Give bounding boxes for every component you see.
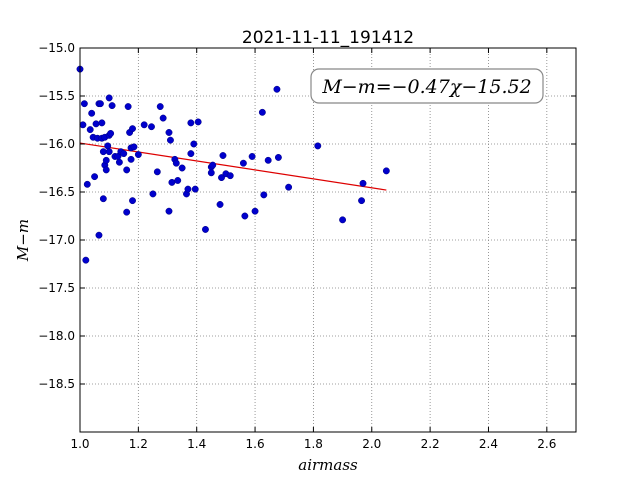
data-point	[285, 183, 293, 191]
data-point	[129, 125, 136, 133]
data-point	[105, 148, 113, 156]
data-point	[102, 156, 110, 164]
data-point	[129, 197, 136, 205]
y-tick-label: −18.0	[38, 329, 75, 343]
data-point	[178, 164, 186, 172]
data-point	[107, 129, 115, 137]
data-point	[184, 185, 192, 193]
data-point	[219, 152, 227, 159]
x-tick-label: 2.0	[362, 437, 381, 451]
data-point	[105, 94, 113, 102]
data-point	[83, 180, 91, 188]
data-point	[172, 159, 180, 167]
data-point	[86, 126, 94, 134]
data-point	[88, 109, 96, 117]
plot-area	[80, 48, 576, 432]
data-point	[99, 195, 107, 203]
x-tick-label: 1.2	[129, 437, 148, 451]
data-point	[339, 216, 347, 224]
y-tick-label: −15.5	[38, 89, 75, 103]
y-axis-label: M−m	[14, 219, 32, 262]
data-point	[134, 151, 142, 159]
equation-box	[310, 68, 544, 104]
x-tick-label: 1.0	[70, 437, 89, 451]
axis-ticks: 1.0 1.2 1.4 1.6 1.8 2.0 2.2 2.4 2.6 −15.0 −15.5 −16…	[38, 41, 576, 451]
data-point	[358, 197, 366, 205]
data-point	[187, 119, 195, 127]
data-point	[168, 178, 176, 186]
x-tick-label: 1.8	[304, 437, 323, 451]
data-point	[241, 212, 249, 220]
data-point	[260, 191, 268, 199]
data-point	[123, 208, 131, 216]
data-point	[79, 121, 87, 129]
data-point	[226, 172, 234, 180]
data-point	[80, 100, 88, 108]
data-point	[274, 153, 282, 161]
chart-title: 2021-11-11_191412	[242, 28, 414, 48]
x-tick-label: 1.4	[187, 437, 206, 451]
x-tick-label: 1.6	[246, 437, 265, 451]
fit-equation: M−m=−0.47χ−15.52	[321, 76, 531, 98]
data-point	[149, 190, 157, 198]
y-tick-label: −18.5	[38, 377, 75, 391]
y-tick-label: −17.0	[38, 233, 75, 247]
data-point	[209, 161, 217, 169]
data-point	[99, 148, 107, 156]
data-point	[156, 103, 164, 111]
y-tick-label: −17.5	[38, 281, 75, 295]
data-point	[153, 168, 161, 176]
data-point	[115, 158, 123, 166]
data-point	[96, 100, 104, 108]
data-point	[251, 207, 259, 215]
data-point	[165, 207, 173, 215]
data-point	[190, 140, 198, 148]
data-points	[76, 65, 390, 264]
data-point	[120, 150, 128, 158]
data-point	[216, 201, 224, 208]
data-point	[123, 166, 131, 174]
x-tick-label: 2.2	[421, 437, 440, 451]
data-point	[191, 185, 199, 193]
data-point	[202, 225, 209, 233]
y-tick-label: −16.5	[38, 185, 75, 199]
x-axis-label: airmass	[298, 456, 358, 474]
data-point	[174, 177, 182, 184]
data-point	[258, 108, 266, 116]
data-point	[91, 173, 99, 181]
data-point	[127, 155, 135, 163]
data-point	[359, 179, 367, 187]
data-point	[95, 231, 103, 239]
y-tick-label: −16.0	[38, 137, 75, 151]
data-point	[140, 121, 148, 129]
data-point	[104, 142, 112, 150]
data-point	[130, 143, 138, 151]
data-point	[98, 119, 106, 127]
data-point	[382, 167, 390, 175]
data-point	[218, 174, 225, 182]
data-point	[187, 150, 195, 158]
data-point	[124, 103, 132, 111]
grid	[79, 47, 576, 432]
y-tick-label: −15.0	[38, 41, 75, 55]
data-point	[165, 129, 173, 136]
data-point	[82, 256, 90, 264]
data-point	[264, 156, 272, 164]
data-point	[148, 123, 155, 131]
x-tick-label: 2.4	[479, 437, 498, 451]
data-point	[207, 169, 215, 177]
data-point	[273, 85, 281, 93]
data-point	[194, 118, 202, 126]
data-point	[108, 102, 116, 110]
data-point	[92, 120, 100, 128]
x-tick-label: 2.6	[537, 437, 556, 451]
data-point	[239, 159, 247, 167]
data-point	[248, 153, 256, 160]
data-point	[159, 114, 167, 122]
data-point	[314, 142, 322, 150]
data-point	[102, 166, 110, 174]
data-point	[166, 136, 174, 144]
